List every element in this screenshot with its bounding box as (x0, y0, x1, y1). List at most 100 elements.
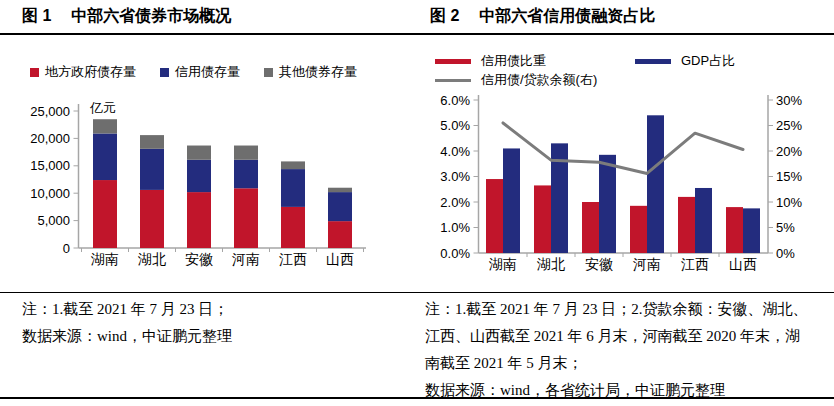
legend-item: 信用债比重 (435, 52, 546, 70)
y-axis-tick-label: 25,000 (30, 104, 70, 119)
stacked-bar-segment (187, 160, 211, 192)
legend-item: 其他债券存量 (264, 63, 357, 81)
grouped-bar (726, 207, 743, 253)
loan-ratio-trend-line (503, 123, 743, 173)
stacked-bar-segment (234, 160, 258, 188)
stacked-bar-segment (187, 192, 211, 248)
x-axis-category-label: 湖北 (137, 251, 166, 267)
stacked-bar-segment (93, 180, 117, 248)
credit-ratio-swatch (435, 59, 471, 64)
stacked-bar-segment (328, 221, 352, 248)
grouped-bar (678, 197, 695, 253)
grouped-bar (599, 155, 616, 253)
stacked-bar-segment (140, 149, 164, 190)
x-axis-category-label: 湖南 (90, 251, 119, 267)
stacked-bar-segment (140, 135, 164, 149)
x-axis-category-label: 山西 (326, 251, 354, 267)
report-page: 图 1 中部六省债券市场概况 图 2中部六省信用债融资占比 地方政府债存量 信用债… (0, 0, 834, 406)
grouped-bar (647, 115, 664, 253)
note-line: 注：1.截至 2021 年 7 月 23 日； (22, 296, 432, 323)
figure1-title: 中部六省债券市场概况 (71, 7, 231, 24)
note-line: 南截至 2021 年 5 月末； (425, 350, 834, 377)
x-axis-category-label: 河南 (633, 256, 661, 272)
right-axis-tick-label: 5% (776, 220, 795, 235)
y-axis-tick-label: 20,000 (30, 131, 70, 146)
figure1-label: 图 1 (22, 6, 51, 27)
grouped-bar (582, 202, 599, 253)
legend-label: 其他债券存量 (279, 63, 357, 81)
right-axis-tick-label: 15% (776, 169, 802, 184)
figure1-title-block: 图 1 中部六省债券市场概况 (22, 6, 231, 27)
grouped-bar (503, 148, 520, 253)
legend-item: 地方政府债存量 (30, 63, 136, 81)
legend-label: 信用债比重 (481, 52, 546, 70)
legend-label: 地方政府债存量 (45, 63, 136, 81)
right-axis-tick-label: 25% (776, 118, 802, 133)
y-axis-tick-label: 10,000 (30, 186, 70, 201)
y-axis-tick-label: 15,000 (30, 158, 70, 173)
gdp-share-swatch (635, 59, 671, 64)
local-gov-bond-swatch (30, 68, 39, 77)
note-line: 数据来源：wind，各省统计局，中证鹏元整理 (425, 377, 834, 404)
left-axis-tick-label: 0.0% (440, 246, 470, 261)
grouped-bar (695, 188, 712, 253)
stacked-bar-segment (281, 207, 305, 248)
x-axis-category-label: 安徽 (585, 256, 613, 272)
stacked-bar-segment (187, 146, 211, 160)
x-axis-category-label: 安徽 (185, 251, 213, 267)
credit-bond-swatch (160, 68, 169, 77)
figure2-title-block: 图 2中部六省信用债融资占比 (430, 6, 655, 27)
bond-market-chart-svg: 05,00010,00015,00020,00025,000亿元湖南湖北安徽河南… (0, 90, 417, 280)
stacked-bar-segment (93, 119, 117, 133)
legend-label: 信用债/贷款余额(右) (481, 71, 597, 89)
figure2-note: 注：1.截至 2021 年 7 月 23 日；2.贷款余额：安徽、湖北、 江西、… (425, 296, 834, 404)
x-axis-category-label: 江西 (681, 256, 709, 272)
legend-label: 信用债存量 (175, 63, 240, 81)
stacked-bar-segment (234, 188, 258, 248)
credit-ratio-chart-panel: 信用债比重 GDP占比 信用债/贷款余额(右) 0.0% 1.0% 2.0% 3.0%… (417, 35, 834, 292)
x-axis-category-label: 江西 (279, 251, 307, 267)
grouped-bar (486, 179, 503, 253)
right-axis-tick-label: 0% (776, 246, 795, 261)
notes-row: 注：1.截至 2021 年 7 月 23 日； 数据来源：wind，中证鹏元整理… (0, 292, 834, 399)
stacked-bar-segment (281, 169, 305, 207)
figure2-title: 中部六省信用债融资占比 (479, 7, 655, 24)
stacked-bar-segment (281, 161, 305, 169)
bond-market-legend: 地方政府债存量 信用债存量 其他债券存量 (30, 63, 357, 81)
x-axis-category-label: 河南 (232, 251, 260, 267)
note-line: 数据来源：wind，中证鹏元整理 (22, 323, 432, 350)
loan-ratio-line-swatch (435, 79, 471, 82)
note-line: 江西、山西截至 2021 年 6 月末，河南截至 2020 年末，湖 (425, 323, 834, 350)
note-line: 注：1.截至 2021 年 7 月 23 日；2.贷款余额：安徽、湖北、 (425, 296, 834, 323)
figure1-note: 注：1.截至 2021 年 7 月 23 日； 数据来源：wind，中证鹏元整理 (22, 296, 432, 350)
credit-ratio-chart-svg: 0.0% 1.0% 2.0% 3.0% 4.0% 5.0% 6.0% 0% 5% 10% 15% 20… (417, 90, 834, 285)
grouped-bar (534, 185, 551, 253)
figure-titles-row: 图 1 中部六省债券市场概况 图 2中部六省信用债融资占比 (0, 0, 834, 35)
stacked-bar-segment (328, 192, 352, 221)
legend-item: GDP占比 (635, 52, 735, 70)
stacked-bar-segment (328, 188, 352, 192)
bond-market-chart-panel: 地方政府债存量 信用债存量 其他债券存量 05,00010,00015,0002… (0, 35, 417, 292)
legend-item: 信用债存量 (160, 63, 240, 81)
left-axis-tick-label: 4.0% (440, 144, 470, 159)
grouped-bar (743, 208, 760, 253)
left-axis-tick-label: 1.0% (440, 220, 470, 235)
x-axis-category-label: 山西 (729, 256, 757, 272)
stacked-bar-segment (234, 146, 258, 160)
charts-row: 地方政府债存量 信用债存量 其他债券存量 05,00010,00015,0002… (0, 35, 834, 292)
x-axis-category-label: 湖北 (536, 256, 565, 272)
right-axis-tick-label: 20% (776, 144, 802, 159)
other-bond-swatch (264, 68, 273, 77)
x-axis-category-label: 湖南 (488, 256, 517, 272)
stacked-bar-segment (140, 190, 164, 248)
right-axis-tick-label: 10% (776, 195, 802, 210)
legend-item: 信用债/贷款余额(右) (435, 71, 597, 89)
y-axis-tick-label: 0 (63, 241, 70, 256)
y-axis-unit-label: 亿元 (89, 100, 116, 115)
legend-label: GDP占比 (681, 52, 735, 70)
grouped-bar (630, 206, 647, 253)
left-axis-tick-label: 2.0% (440, 195, 470, 210)
left-axis-tick-label: 5.0% (440, 118, 470, 133)
left-axis-tick-label: 3.0% (440, 169, 470, 184)
left-axis-tick-label: 6.0% (440, 93, 470, 108)
